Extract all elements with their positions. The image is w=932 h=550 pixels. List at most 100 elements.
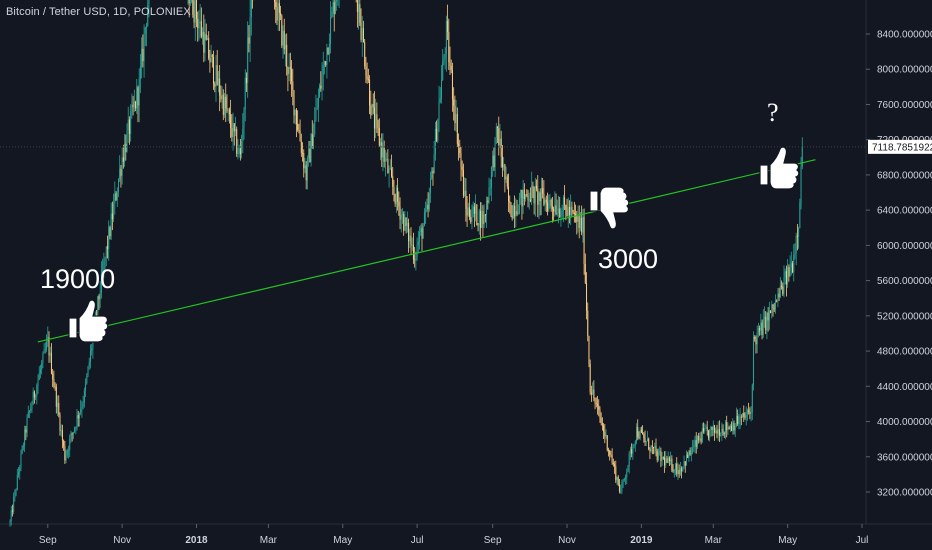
candle-body	[225, 96, 227, 109]
candle-body	[237, 153, 239, 155]
candle-body	[568, 206, 570, 216]
candle-body	[657, 452, 659, 461]
candle-body	[732, 423, 734, 432]
candle-body	[455, 114, 457, 123]
candle-body	[478, 210, 480, 226]
candle-body	[506, 176, 508, 187]
candle-body	[665, 458, 667, 466]
candle-body	[220, 95, 222, 100]
candle-body	[399, 206, 401, 220]
candle-body	[615, 466, 617, 481]
candle-body	[238, 148, 240, 154]
candle-body	[119, 168, 121, 180]
candle-body	[214, 83, 216, 87]
candle-body	[299, 130, 301, 142]
candle-body	[450, 65, 452, 71]
candle-body	[731, 425, 733, 432]
candle-body	[646, 438, 648, 441]
candle-body	[765, 316, 767, 331]
time-tick-label: May	[333, 535, 352, 546]
candle-body	[661, 457, 663, 461]
candle-body	[449, 62, 451, 66]
candle-body	[99, 292, 101, 300]
candle-body	[734, 425, 736, 431]
candle-body	[425, 210, 427, 213]
candle-body	[249, 16, 251, 44]
candle-body	[723, 432, 725, 434]
candle-body	[422, 225, 424, 239]
candle-body	[217, 78, 219, 85]
candle-body	[65, 455, 67, 461]
candle-body	[24, 429, 26, 446]
candle-body	[311, 134, 313, 149]
candle-body	[539, 192, 541, 202]
candle-body	[521, 190, 523, 207]
candle-body	[676, 463, 678, 474]
candle-body	[779, 285, 781, 297]
candle-body	[394, 194, 396, 204]
candle-body	[481, 211, 483, 228]
candle-body	[709, 429, 711, 438]
candle-body	[470, 216, 472, 222]
candle-body	[382, 147, 384, 158]
candle-body	[649, 449, 651, 452]
candle-body	[659, 451, 661, 453]
candle-body	[30, 409, 32, 411]
candle-body	[705, 427, 707, 429]
candle-body	[492, 155, 494, 168]
candle-body	[777, 293, 779, 302]
candle-body	[768, 310, 770, 321]
candle-body	[668, 457, 670, 462]
candle-body	[514, 205, 516, 217]
candle-body	[416, 245, 418, 257]
time-tick-label: May	[778, 535, 797, 546]
candle-body	[300, 141, 302, 153]
price-tick-label: 4000.00000000	[877, 417, 932, 428]
candle-body	[437, 119, 439, 141]
candle-body	[284, 44, 286, 50]
candle-body	[14, 490, 16, 498]
candle-body	[381, 142, 383, 158]
candle-body	[384, 158, 386, 162]
candle-body	[319, 85, 321, 98]
candle-body	[314, 119, 316, 135]
price-tick-label: 4800.00000000	[877, 347, 932, 358]
candle-body	[291, 69, 293, 82]
time-tick-label: Mar	[705, 535, 723, 546]
candle-body	[248, 37, 250, 44]
candle-body	[614, 464, 616, 467]
candle-body	[13, 497, 15, 512]
candle-body	[712, 425, 714, 431]
candle-body	[771, 304, 773, 313]
candle-body	[408, 222, 410, 242]
candle-body	[547, 202, 549, 211]
candle-body	[774, 300, 776, 310]
candle-body	[523, 189, 525, 199]
candle-body	[753, 337, 755, 385]
candle-body	[739, 416, 741, 423]
trendline[interactable]	[37, 159, 816, 343]
candle-body	[370, 105, 372, 115]
candle-body	[389, 168, 391, 170]
candle-body	[139, 66, 141, 79]
candle-body	[666, 458, 668, 463]
candle-body	[451, 70, 453, 100]
candle-body	[637, 426, 639, 437]
candle-body	[488, 187, 490, 203]
candle-body	[801, 146, 803, 167]
candle-body	[15, 489, 17, 491]
candle-body	[100, 270, 102, 293]
candle-body	[504, 164, 506, 180]
candle-body	[191, 0, 193, 3]
candle-body	[553, 208, 555, 212]
price-tick-label: 8000.00000000	[877, 65, 932, 76]
candle-body	[564, 197, 566, 205]
candle-body	[431, 170, 433, 179]
candle-body	[387, 158, 389, 174]
candle-body	[594, 398, 596, 403]
candle-body	[116, 192, 118, 200]
candle-body	[9, 521, 11, 523]
price-tick-label: 7600.00000000	[877, 100, 932, 111]
candle-body	[44, 349, 46, 351]
